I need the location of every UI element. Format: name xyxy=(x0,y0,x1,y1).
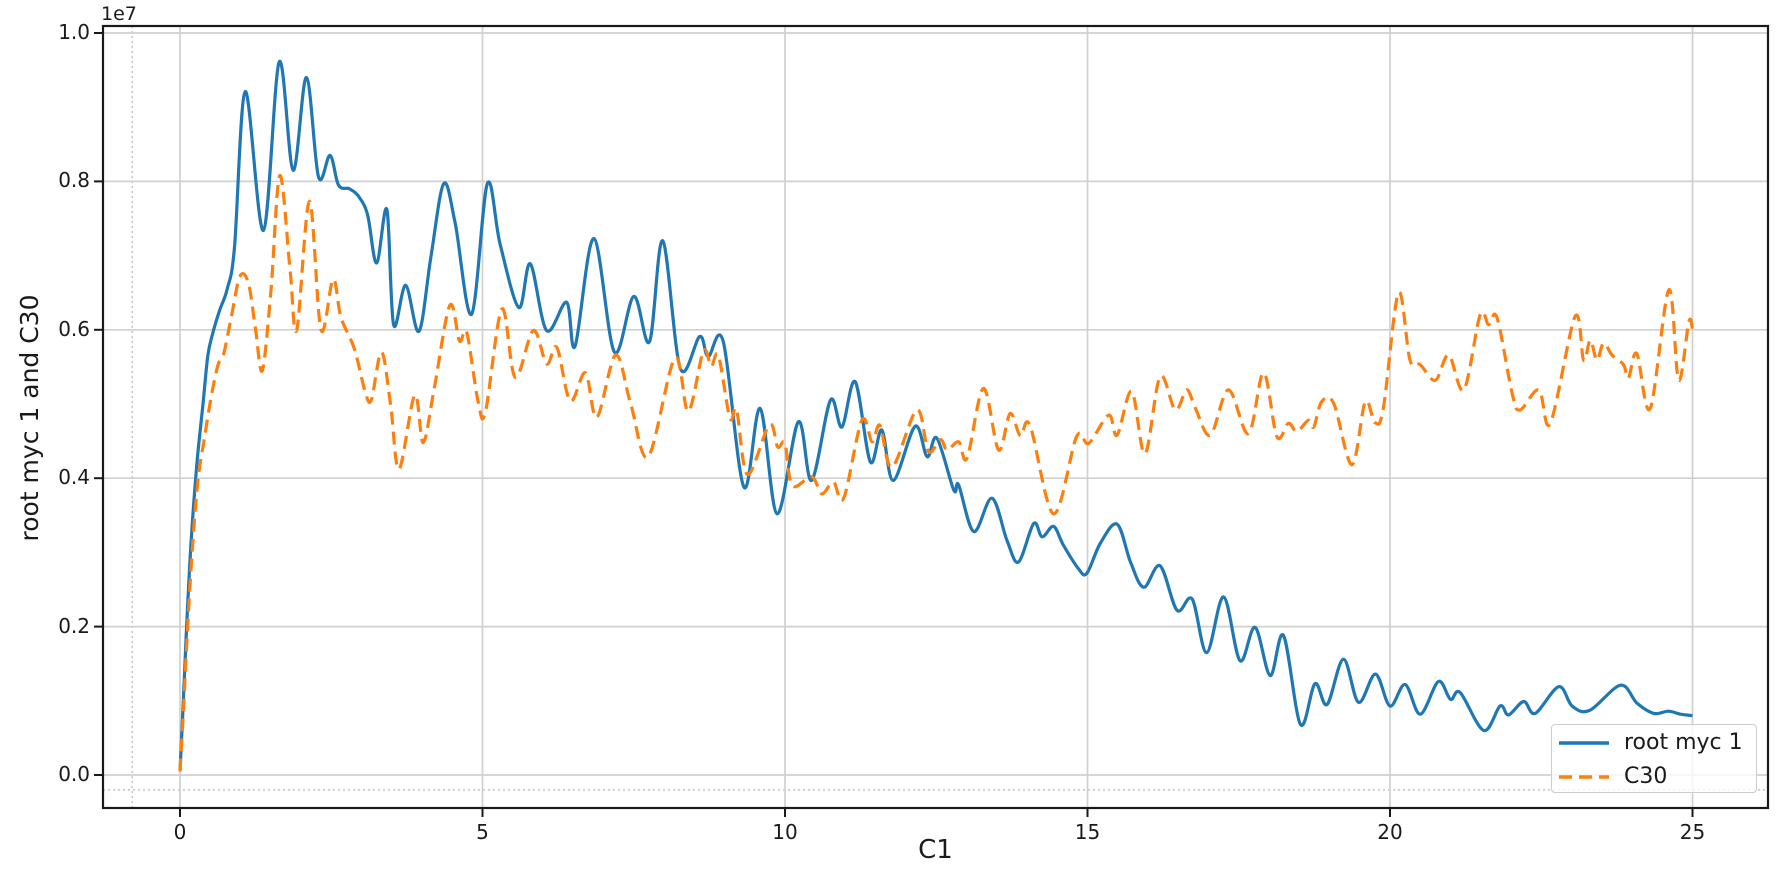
y-tick-label: 0.6 xyxy=(58,316,90,341)
y-tick-label: 0.8 xyxy=(58,168,90,193)
legend-item-c30: C30 xyxy=(1552,762,1667,792)
y-tick-label: 0.4 xyxy=(58,465,90,490)
x-tick-label: 10 xyxy=(772,820,798,844)
y-tick-label: 0.0 xyxy=(58,762,90,786)
series-line-root-myc-1 xyxy=(178,60,1693,772)
x-tick-label: 20 xyxy=(1377,820,1403,844)
legend-line-sample-dashed xyxy=(1559,775,1609,779)
axes-spines xyxy=(94,24,1770,817)
x-tick-label: 0 xyxy=(173,820,187,844)
legend-item-root-myc-1: root myc 1 xyxy=(1552,728,1743,758)
x-axis-label: C1 xyxy=(918,835,953,865)
y-axis-label: root myc 1 and C30 xyxy=(15,294,44,542)
legend-line-sample-solid xyxy=(1559,741,1609,745)
y-tick-label: 0.2 xyxy=(58,613,90,638)
axes-border xyxy=(101,24,1770,810)
x-tick-label: 25 xyxy=(1679,820,1706,844)
legend-label: root myc 1 xyxy=(1624,730,1743,755)
x-tick-label: 15 xyxy=(1074,820,1101,844)
y-axis-offset-label: 1e7 xyxy=(101,3,137,25)
gridlines xyxy=(103,26,1768,808)
legend-label: C30 xyxy=(1624,764,1668,789)
legend: root myc 1 C30 xyxy=(1551,724,1757,793)
series-line-c30 xyxy=(178,173,1695,772)
y-tick-label: 1.0 xyxy=(58,20,90,44)
series-lines xyxy=(178,60,1695,772)
x-tick-label: 5 xyxy=(476,820,489,844)
